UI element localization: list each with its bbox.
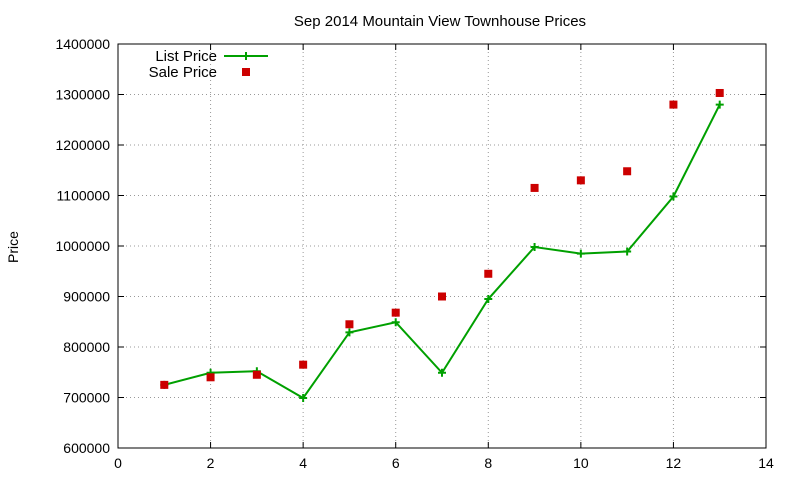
x-tick-label: 2 — [207, 455, 215, 471]
sale-price-marker — [484, 269, 493, 278]
list-price-line — [164, 104, 721, 400]
x-tick-label: 6 — [392, 455, 400, 471]
list-price-marker — [299, 394, 308, 403]
list-price-marker — [530, 243, 539, 252]
grid — [118, 44, 766, 448]
list-price-marker — [576, 249, 585, 258]
y-tick-label: 600000 — [63, 440, 110, 456]
list-price-marker — [484, 295, 493, 304]
sale-price-marker — [438, 292, 446, 301]
x-tick-label: 4 — [299, 455, 307, 471]
sale-price-marker — [623, 167, 632, 176]
sale-price-marker — [669, 100, 678, 109]
sale-price-marker — [576, 176, 585, 185]
y-tick-label: 1200000 — [55, 137, 110, 153]
list-price-marker — [391, 318, 400, 327]
sale-price-marker — [252, 370, 261, 379]
sale-price-marker — [391, 308, 400, 317]
x-tick-label: 8 — [484, 455, 492, 471]
plot-series — [160, 88, 724, 403]
x-tick-label: 0 — [114, 455, 122, 471]
y-tick-label: 1400000 — [55, 36, 110, 52]
x-tick-label: 10 — [573, 455, 589, 471]
y-tick-label: 800000 — [63, 339, 110, 355]
sale-price-marker — [299, 360, 308, 369]
x-tick-label: 14 — [758, 455, 774, 471]
x-tick-label: 12 — [666, 455, 682, 471]
legend-swatch-sale-price — [242, 68, 250, 76]
list-price-marker — [669, 192, 678, 201]
list-price-marker — [438, 368, 446, 377]
sale-price-marker — [160, 380, 169, 389]
y-tick-label: 1100000 — [57, 188, 111, 204]
y-tick-label: 1000000 — [55, 238, 110, 254]
sale-price-marker — [345, 320, 354, 329]
list-price-marker — [345, 328, 354, 337]
list-price-marker — [715, 100, 724, 109]
sale-price-marker — [715, 88, 724, 97]
chart-title: Sep 2014 Mountain View Townhouse Prices — [294, 13, 586, 30]
y-tick-label: 700000 — [63, 390, 110, 406]
legend-label-list-price: List Price — [155, 48, 217, 65]
y-axis-label: Price — [5, 231, 21, 263]
sale-price-marker — [206, 373, 215, 382]
legend-marker-list-price — [242, 52, 250, 60]
y-tick-label: 1300000 — [55, 87, 110, 103]
sale-price-marker — [530, 183, 539, 192]
list-price-marker — [623, 247, 632, 256]
y-tick-label: 900000 — [63, 289, 110, 305]
axis-ticks: 600000 700000 800000 900000 1000000 1100000 12… — [55, 36, 774, 471]
legend-label-sale-price: Sale Price — [149, 64, 217, 81]
